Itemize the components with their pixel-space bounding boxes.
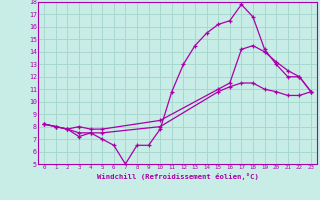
X-axis label: Windchill (Refroidissement éolien,°C): Windchill (Refroidissement éolien,°C) (97, 173, 259, 180)
